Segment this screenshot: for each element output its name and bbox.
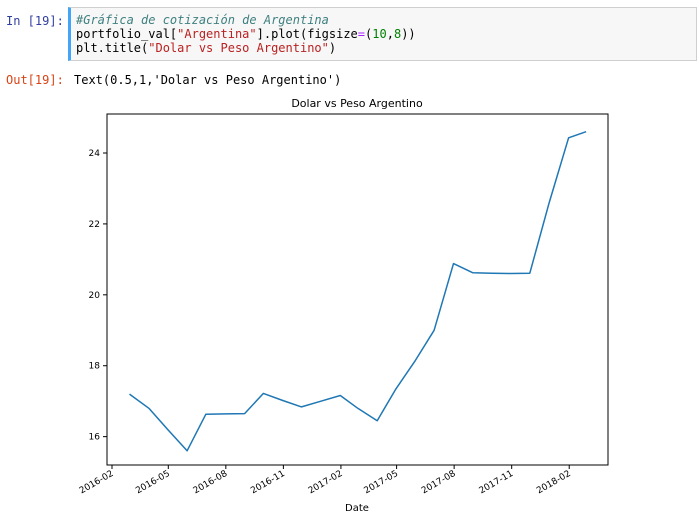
code-cell-input[interactable]: #Gráfica de cotización de Argentina portf… <box>68 7 697 61</box>
code-line-3: plt.title("Dolar vs Peso Argentino") <box>76 41 696 55</box>
code-comment: #Gráfica de cotización de Argentina <box>76 13 329 27</box>
code-string: "Dolar vs Peso Argentino" <box>148 41 329 55</box>
x-tick-label: 2016-11 <box>249 469 287 496</box>
x-tick-label: 2017-08 <box>420 469 458 497</box>
y-tick-label: 22 <box>89 220 100 230</box>
code-number: 8 <box>393 27 402 41</box>
x-tick-label: 2016-02 <box>78 469 116 496</box>
code-string: "Argentina" <box>177 27 257 41</box>
x-tick-label: 2018-02 <box>535 469 573 496</box>
code-token: ) <box>328 41 337 55</box>
y-tick-label: 16 <box>89 433 101 443</box>
code-token: portfolio_val[ <box>76 27 178 41</box>
code-token: ].plot(figsize <box>256 27 358 41</box>
x-tick-label: 2016-05 <box>134 469 172 496</box>
y-tick-label: 18 <box>89 362 101 372</box>
code-token: )) <box>401 27 416 41</box>
chart-title: Dolar vs Peso Argentino <box>291 97 423 110</box>
x-tick-label: 2017-11 <box>478 469 516 496</box>
x-axis: 2016-02 2016-05 2016-08 2016-11 2017-02 2017-… <box>78 465 573 496</box>
plot-frame <box>106 113 609 466</box>
input-prompt: In [19]: <box>6 14 64 28</box>
y-tick-label: 20 <box>89 291 101 301</box>
code-operator: = <box>357 27 366 41</box>
code-token: , <box>386 27 394 41</box>
code-token: plt.title( <box>76 41 149 55</box>
output-text: Text(0.5,1,'Dolar vs Peso Argentino') <box>74 73 342 87</box>
y-axis: 16 18 20 22 24 <box>89 149 107 443</box>
code-token: ( <box>365 27 373 41</box>
code-line-1: #Gráfica de cotización de Argentina <box>76 13 696 27</box>
x-axis-label: Date <box>345 503 369 514</box>
series-line <box>129 130 587 452</box>
x-tick-label: 2017-05 <box>363 469 401 496</box>
x-tick-label: 2016-08 <box>192 469 230 497</box>
y-tick-label: 24 <box>89 149 101 159</box>
x-tick-label: 2017-02 <box>307 469 345 496</box>
output-prompt: Out[19]: <box>6 73 64 87</box>
code-line-2: portfolio_val["Argentina"].plot(figsize=… <box>76 27 696 41</box>
code-number: 10 <box>372 27 387 41</box>
